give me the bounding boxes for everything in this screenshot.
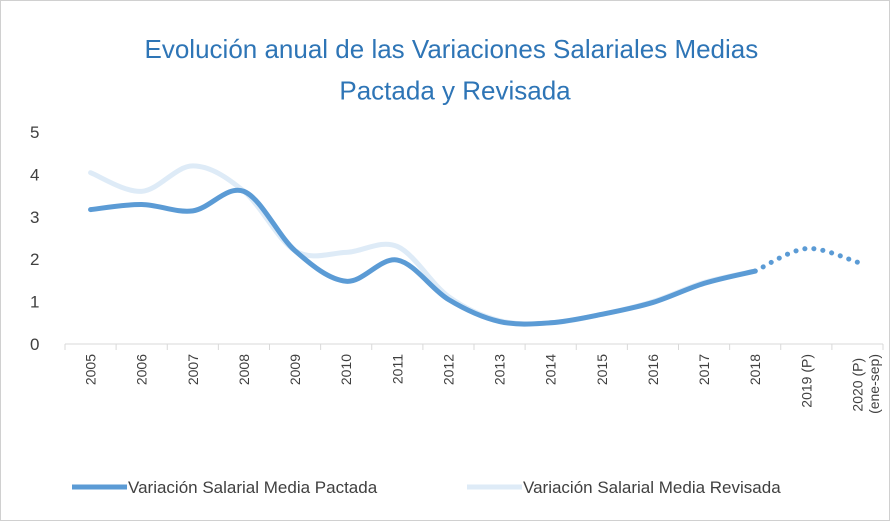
x-tick-label: 2012: [440, 354, 456, 385]
x-tick-label: 2006: [134, 354, 150, 385]
x-tick-label: 2014: [543, 354, 559, 385]
x-tick-label: 2010: [338, 354, 354, 385]
x-tick-label: 2015: [594, 354, 610, 385]
x-tick-label: 2011: [389, 354, 405, 384]
x-tick-label: 2016: [645, 354, 661, 385]
y-tick-label: 0: [30, 335, 39, 354]
chart-title: Evolución anual de las Variaciones Salar…: [145, 34, 766, 106]
x-tick-label: 2020 (P) (ene-sep): [849, 354, 882, 414]
y-tick-label: 4: [30, 165, 39, 184]
x-tick-label: 2017: [696, 354, 712, 385]
series-line-dotted: [752, 246, 860, 274]
x-tick-label: 2008: [236, 354, 252, 385]
x-tick-label: 2005: [83, 354, 99, 385]
y-tick-label: 5: [30, 123, 39, 142]
x-tick-label: 2018: [747, 354, 763, 385]
y-tick-label: 3: [30, 208, 39, 227]
y-tick-label: 1: [30, 293, 39, 312]
legend-label: Variación Salarial Media Pactada: [128, 478, 378, 497]
x-tick-label: 2019 (P): [798, 354, 814, 408]
y-tick-label: 2: [30, 250, 39, 269]
series-line: [88, 187, 758, 327]
x-tick-label: 2009: [287, 354, 303, 385]
x-tick-label: 2013: [492, 354, 508, 385]
legend-label: Variación Salarial Media Revisada: [523, 478, 781, 497]
x-tick-label: 2007: [185, 354, 201, 385]
